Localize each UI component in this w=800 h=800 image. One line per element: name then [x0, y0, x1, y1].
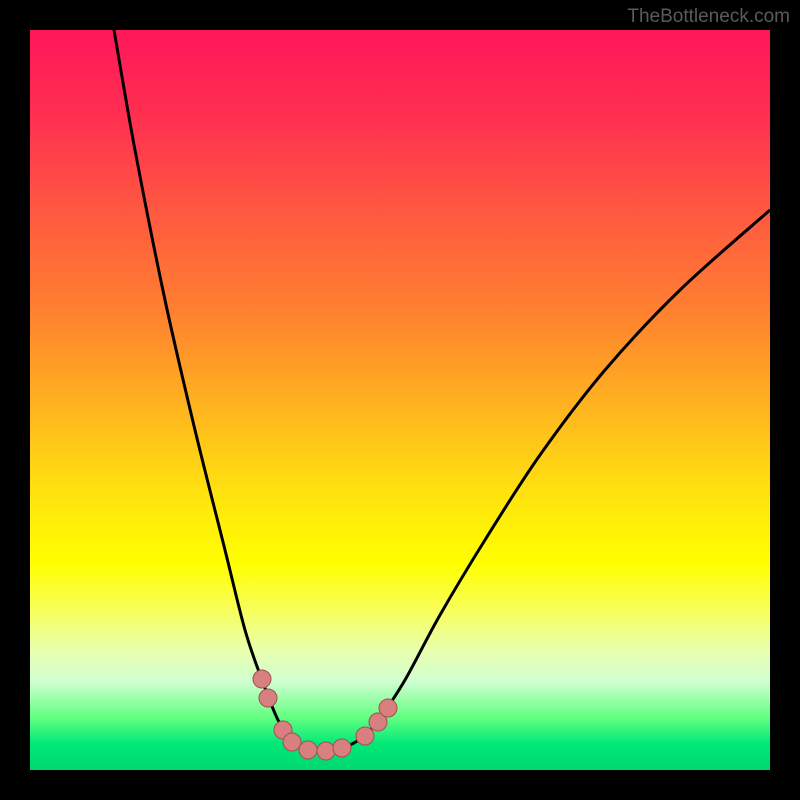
- chart-gradient-background: [30, 30, 770, 770]
- chart-container: [30, 30, 770, 770]
- watermark-text: TheBottleneck.com: [627, 6, 790, 28]
